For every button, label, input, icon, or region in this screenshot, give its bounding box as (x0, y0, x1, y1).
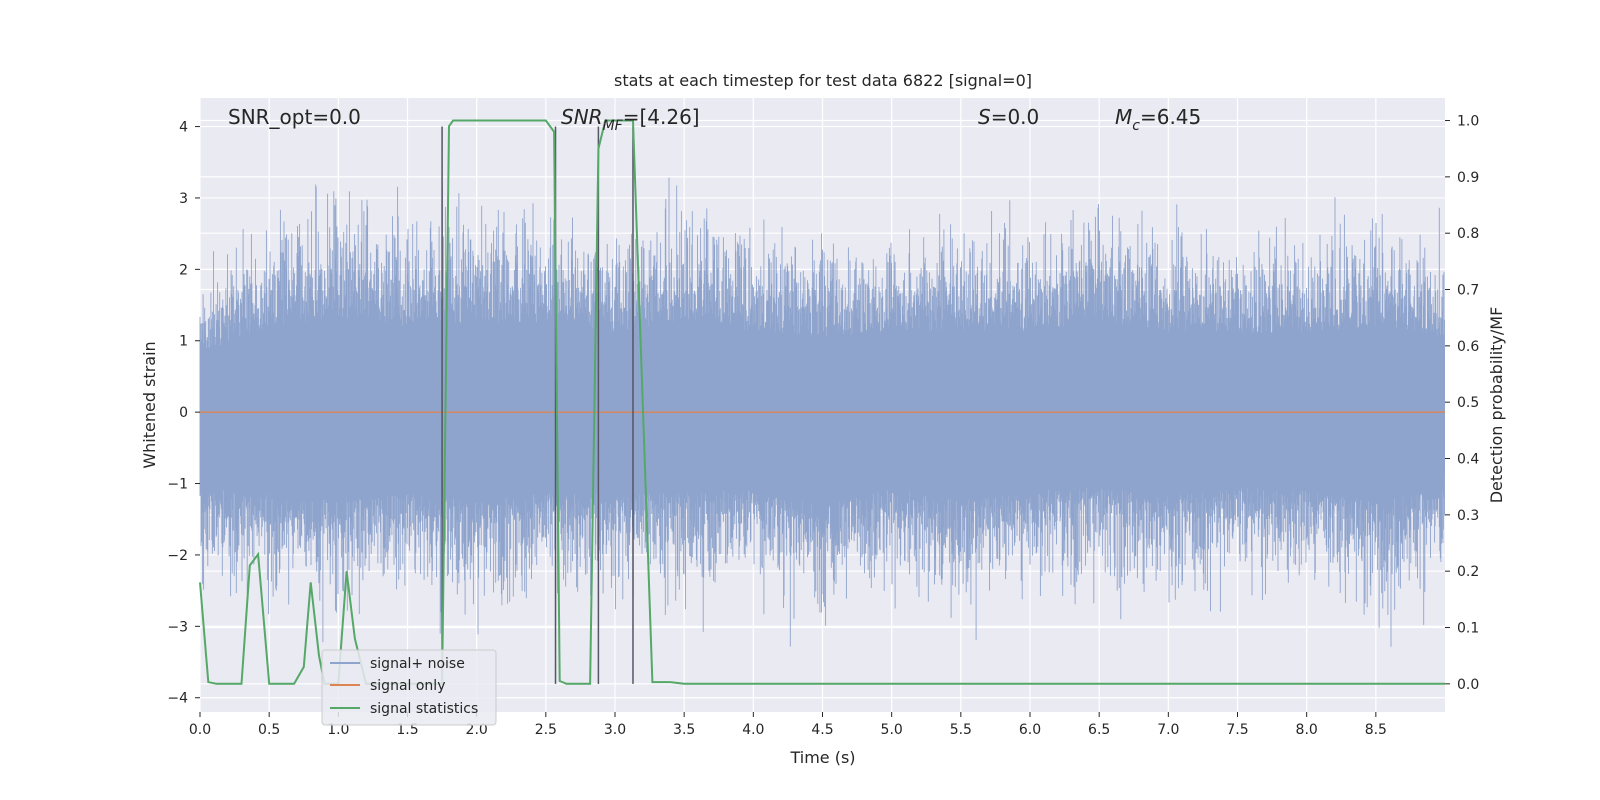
y-tick-label: 1 (179, 334, 188, 350)
y-tick-label: 3 (179, 191, 188, 207)
annotation-snr-opt: SNR_opt=0.0 (228, 105, 361, 129)
x-tick-label: 5.5 (950, 722, 972, 738)
x-axis-ticks: 0.0 0.5 1.0 1.5 2.0 2.5 3.0 3.5 4.0 4.5 5.0 5.5 6.0 6… (189, 712, 1387, 738)
annotation-snr-mf: SNRMF=[4.26] (561, 105, 700, 134)
legend-label-signal-statistics: signal statistics (370, 701, 478, 717)
y-right-tick-label: 0.2 (1457, 564, 1479, 580)
y-right-tick-label: 1.0 (1457, 114, 1479, 130)
x-tick-label: 1.5 (396, 722, 418, 738)
y-right-tick-label: 0.9 (1457, 170, 1479, 186)
y-tick-label: 2 (179, 262, 188, 278)
y-right-tick-label: 0.5 (1457, 395, 1479, 411)
x-tick-label: 8.0 (1296, 722, 1318, 738)
x-tick-label: 2.5 (535, 722, 557, 738)
y-axis-right-label: Detection probability/MF (1487, 307, 1506, 504)
annotation-mc-value: =6.45 (1140, 105, 1201, 129)
y-right-tick-label: 0.1 (1457, 621, 1479, 637)
legend-label-signal-noise: signal+ noise (370, 656, 465, 672)
y-axis-left-ticks: 4 3 2 1 0 −1 −2 −3 −4 (167, 120, 200, 707)
y-right-tick-label: 0.7 (1457, 283, 1479, 299)
y-tick-label: −1 (167, 477, 188, 493)
y-tick-label: 0 (179, 405, 188, 421)
x-tick-label: 1.0 (327, 722, 349, 738)
x-tick-label: 0.0 (189, 722, 211, 738)
x-tick-label: 7.5 (1226, 722, 1248, 738)
series-signal-statistics (199, 119, 1445, 685)
annotation-s-main: S (978, 105, 991, 129)
annotation-snr-mf-sub: MF (603, 118, 624, 134)
chart-title: stats at each timestep for test data 682… (614, 71, 1032, 90)
x-tick-label: 6.0 (1019, 722, 1041, 738)
annotation-mc: Mc=6.45 (1115, 105, 1201, 134)
y-right-tick-label: 0.4 (1457, 452, 1479, 468)
x-axis-label: Time (s) (789, 748, 855, 767)
annotation-s: S=0.0 (978, 105, 1039, 129)
x-tick-label: 3.5 (673, 722, 695, 738)
annotation-snr-mf-value: =[4.26] (623, 105, 700, 129)
signal-statistics-line (199, 119, 1445, 685)
legend: signal+ noise signal only signal statist… (321, 649, 497, 726)
y-right-tick-label: 0.8 (1457, 226, 1479, 242)
y-tick-label: 4 (179, 120, 188, 136)
y-tick-label: −3 (167, 619, 188, 635)
y-axis-left-label: Whitened strain (140, 341, 159, 468)
y-tick-label: −2 (167, 548, 188, 564)
annotation-mc-sub: c (1132, 118, 1140, 134)
annotation-snr-mf-main: SNR (561, 105, 603, 129)
x-tick-label: 4.0 (742, 722, 764, 738)
x-tick-label: 6.5 (1088, 722, 1110, 738)
y-right-tick-label: 0.0 (1457, 677, 1479, 693)
legend-label-signal-only: signal only (370, 678, 445, 694)
y-axis-right-ticks: 1.0 0.9 0.8 0.7 0.6 0.5 0.4 0.3 0.2 0.1 0.0 (1445, 114, 1479, 693)
x-tick-label: 3.0 (604, 722, 626, 738)
x-tick-label: 4.5 (811, 722, 833, 738)
y-right-tick-label: 0.3 (1457, 508, 1479, 524)
annotation-s-value: =0.0 (991, 105, 1040, 129)
x-tick-label: 8.5 (1365, 722, 1387, 738)
x-tick-label: 2.0 (466, 722, 488, 738)
annotation-mc-main: M (1115, 105, 1132, 129)
y-tick-label: −4 (167, 691, 188, 707)
x-tick-label: 0.5 (258, 722, 280, 738)
x-tick-label: 7.0 (1157, 722, 1179, 738)
x-tick-label: 5.0 (881, 722, 903, 738)
y-right-tick-label: 0.6 (1457, 339, 1479, 355)
legend-box (321, 649, 497, 726)
